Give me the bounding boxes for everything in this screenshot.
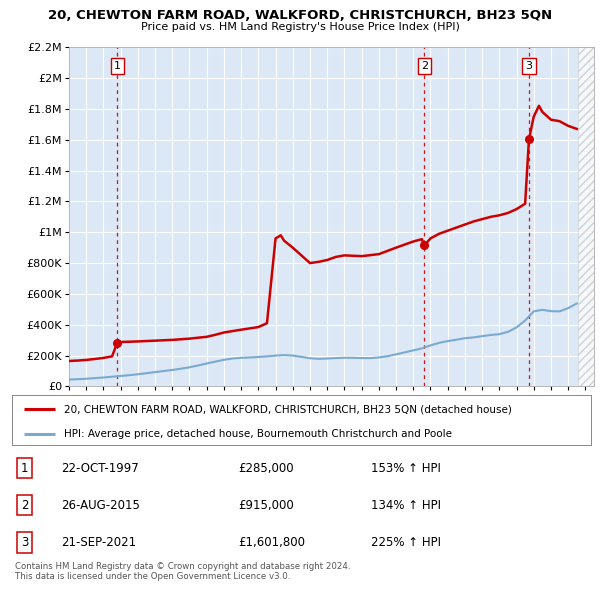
Text: 3: 3 (21, 536, 28, 549)
Text: 134% ↑ HPI: 134% ↑ HPI (371, 499, 441, 512)
Text: 26-AUG-2015: 26-AUG-2015 (61, 499, 140, 512)
Text: 21-SEP-2021: 21-SEP-2021 (61, 536, 136, 549)
Text: HPI: Average price, detached house, Bournemouth Christchurch and Poole: HPI: Average price, detached house, Bour… (64, 430, 452, 440)
Text: 2: 2 (421, 61, 428, 71)
Text: Contains HM Land Registry data © Crown copyright and database right 2024.: Contains HM Land Registry data © Crown c… (15, 562, 350, 571)
Text: £915,000: £915,000 (238, 499, 293, 512)
Text: 20, CHEWTON FARM ROAD, WALKFORD, CHRISTCHURCH, BH23 5QN: 20, CHEWTON FARM ROAD, WALKFORD, CHRISTC… (48, 9, 552, 22)
Text: 22-OCT-1997: 22-OCT-1997 (61, 461, 139, 474)
Text: £285,000: £285,000 (238, 461, 293, 474)
Text: 20, CHEWTON FARM ROAD, WALKFORD, CHRISTCHURCH, BH23 5QN (detached house): 20, CHEWTON FARM ROAD, WALKFORD, CHRISTC… (64, 404, 512, 414)
Text: 225% ↑ HPI: 225% ↑ HPI (371, 536, 441, 549)
Text: 3: 3 (526, 61, 532, 71)
Text: 1: 1 (21, 461, 28, 474)
Text: This data is licensed under the Open Government Licence v3.0.: This data is licensed under the Open Gov… (15, 572, 290, 581)
Text: Price paid vs. HM Land Registry's House Price Index (HPI): Price paid vs. HM Land Registry's House … (140, 22, 460, 32)
Text: 153% ↑ HPI: 153% ↑ HPI (371, 461, 441, 474)
Text: 2: 2 (21, 499, 28, 512)
Text: 1: 1 (114, 61, 121, 71)
Text: £1,601,800: £1,601,800 (238, 536, 305, 549)
